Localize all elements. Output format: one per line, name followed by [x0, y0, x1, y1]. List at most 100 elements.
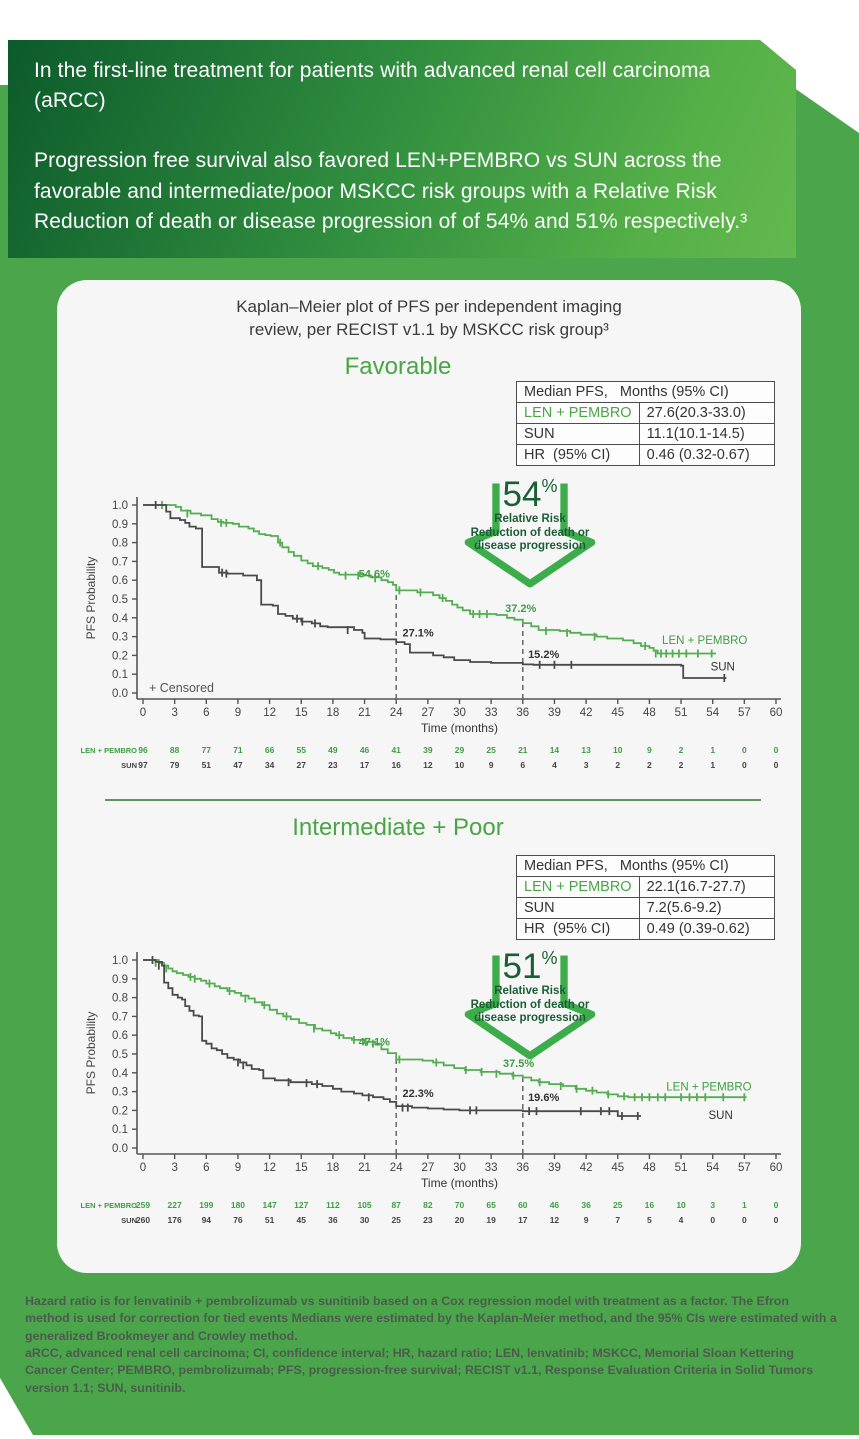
svg-text:27: 27: [421, 707, 434, 719]
svg-text:SUN: SUN: [711, 661, 735, 673]
figure-title: Kaplan–Meier plot of PFS per independent…: [57, 296, 801, 342]
svg-text:33: 33: [485, 707, 498, 719]
svg-text:PFS Probability: PFS Probability: [84, 1012, 98, 1095]
svg-text:16: 16: [391, 760, 401, 770]
svg-text:9: 9: [489, 760, 494, 770]
svg-text:30: 30: [360, 1215, 370, 1225]
svg-text:55: 55: [297, 745, 307, 755]
svg-text:2: 2: [615, 760, 620, 770]
svg-text:0.9: 0.9: [112, 974, 128, 986]
svg-text:SUN: SUN: [121, 761, 137, 770]
svg-text:105: 105: [357, 1200, 371, 1210]
svg-text:30: 30: [453, 707, 466, 719]
stats-row-value: 0.49 (0.39-0.62): [638, 918, 776, 940]
svg-text:29: 29: [455, 745, 465, 755]
svg-text:PFS Probability: PFS Probability: [84, 557, 98, 640]
svg-text:17: 17: [360, 760, 370, 770]
stats-row-label: SUN: [516, 423, 640, 445]
svg-text:57: 57: [738, 1162, 751, 1174]
footnotes: Hazard ratio is for lenvatinib + pembrol…: [25, 1293, 837, 1397]
svg-text:36: 36: [581, 1200, 591, 1210]
svg-text:4: 4: [679, 1215, 684, 1225]
svg-text:0.0: 0.0: [112, 1143, 128, 1155]
svg-text:47: 47: [233, 760, 243, 770]
header-banner: In the first-line treatment for patients…: [8, 40, 796, 258]
svg-text:76: 76: [233, 1215, 243, 1225]
svg-text:199: 199: [199, 1200, 213, 1210]
svg-text:3: 3: [584, 760, 589, 770]
svg-text:15: 15: [295, 707, 308, 719]
svg-text:70: 70: [455, 1200, 465, 1210]
stats-row-value: 27.6(20.3-33.0): [638, 402, 776, 424]
svg-text:127: 127: [294, 1200, 308, 1210]
svg-text:1.0: 1.0: [112, 500, 128, 512]
svg-text:+ Censored: + Censored: [149, 681, 214, 695]
svg-text:0: 0: [140, 707, 146, 719]
svg-text:147: 147: [263, 1200, 277, 1210]
svg-text:7: 7: [615, 1215, 620, 1225]
svg-text:0: 0: [742, 1215, 747, 1225]
svg-text:97: 97: [138, 760, 148, 770]
svg-text:6: 6: [203, 707, 209, 719]
svg-text:36: 36: [516, 1162, 529, 1174]
svg-text:0.4: 0.4: [112, 1068, 129, 1080]
rrr-caption: Relative Risk Reduction of death or dise…: [470, 513, 590, 553]
rrr-callout-favorable: 54% Relative Risk Reduction of death or …: [461, 474, 599, 596]
stats-row-value: 22.1(16.7-27.7): [638, 876, 776, 898]
svg-text:20: 20: [455, 1215, 465, 1225]
svg-text:36: 36: [516, 707, 529, 719]
svg-text:0.6: 0.6: [112, 1030, 128, 1042]
svg-text:60: 60: [770, 1162, 783, 1174]
svg-text:60: 60: [518, 1200, 528, 1210]
svg-text:1: 1: [742, 1200, 747, 1210]
stats-row-label: HR (95% CI): [516, 444, 640, 466]
svg-text:54: 54: [706, 1162, 719, 1174]
svg-text:45: 45: [611, 1162, 624, 1174]
svg-text:0.8: 0.8: [112, 993, 128, 1005]
svg-text:1.0: 1.0: [112, 955, 128, 967]
figure-title-line1: Kaplan–Meier plot of PFS per independent…: [236, 297, 622, 316]
section-divider: [105, 799, 761, 801]
svg-text:21: 21: [358, 707, 371, 719]
svg-text:23: 23: [423, 1215, 433, 1225]
svg-text:39: 39: [423, 745, 433, 755]
svg-text:12: 12: [263, 1162, 276, 1174]
svg-text:2: 2: [679, 760, 684, 770]
svg-text:10: 10: [455, 760, 465, 770]
svg-text:Time (months): Time (months): [421, 721, 498, 735]
svg-text:13: 13: [581, 745, 591, 755]
svg-text:45: 45: [297, 1215, 307, 1225]
percent-sign: %: [541, 948, 558, 968]
stats-header: Median PFS, Months (95% CI): [516, 381, 775, 403]
svg-text:39: 39: [548, 1162, 561, 1174]
svg-text:25: 25: [486, 745, 496, 755]
svg-text:1: 1: [710, 760, 715, 770]
svg-text:27: 27: [421, 1162, 434, 1174]
svg-text:9: 9: [584, 1215, 589, 1225]
svg-text:19: 19: [486, 1215, 496, 1225]
stats-row-value: 11.1(10.1-14.5): [638, 423, 776, 445]
svg-text:24: 24: [390, 1162, 403, 1174]
svg-text:9: 9: [647, 745, 652, 755]
svg-text:21: 21: [358, 1162, 371, 1174]
svg-text:9: 9: [235, 1162, 241, 1174]
svg-text:24: 24: [390, 707, 403, 719]
svg-text:46: 46: [360, 745, 370, 755]
svg-text:LEN + PEMBRO: LEN + PEMBRO: [81, 746, 138, 755]
svg-text:SUN: SUN: [121, 1216, 137, 1225]
svg-text:14: 14: [550, 745, 560, 755]
svg-text:94: 94: [202, 1215, 212, 1225]
svg-text:34: 34: [265, 760, 275, 770]
svg-text:96: 96: [138, 745, 148, 755]
stats-row-label: HR (95% CI): [516, 918, 640, 940]
svg-text:46: 46: [550, 1200, 560, 1210]
svg-text:2: 2: [647, 760, 652, 770]
svg-text:0: 0: [710, 1215, 715, 1225]
svg-text:88: 88: [170, 745, 180, 755]
svg-text:66: 66: [265, 745, 275, 755]
svg-text:0.5: 0.5: [112, 1049, 128, 1061]
svg-text:33: 33: [485, 1162, 498, 1174]
svg-text:5: 5: [647, 1215, 652, 1225]
stats-row-value: 0.46 (0.32-0.67): [638, 444, 776, 466]
